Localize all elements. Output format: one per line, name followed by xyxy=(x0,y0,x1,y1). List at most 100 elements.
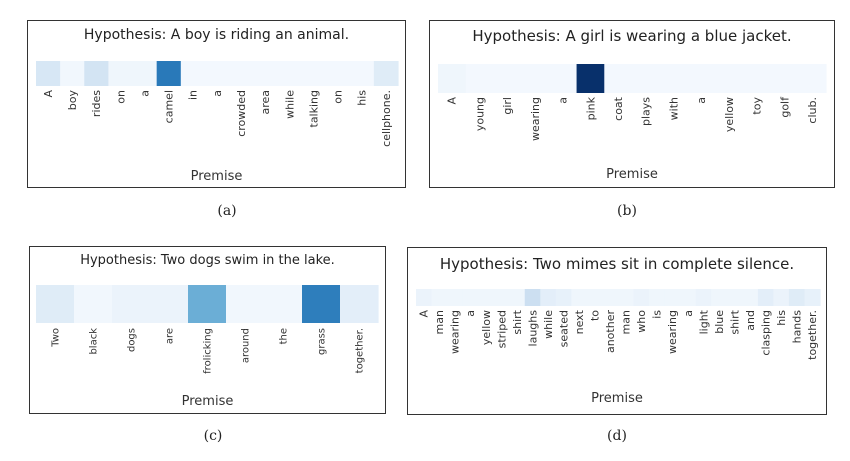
heatmap-cell xyxy=(715,64,744,93)
chart-title: Hypothesis: Two dogs swim in the lake. xyxy=(80,253,335,268)
caption-a: (a) xyxy=(217,203,237,219)
heatmap-cell xyxy=(493,289,510,306)
heatmap-cell xyxy=(773,289,790,306)
heatmap-cell xyxy=(618,289,635,306)
heatmap-cell xyxy=(226,285,265,323)
caption-b: (b) xyxy=(617,203,637,219)
heatmap-cell xyxy=(726,289,743,306)
heatmap-cell xyxy=(132,61,158,86)
heatmap-cell xyxy=(253,61,278,86)
heatmap-cell xyxy=(742,289,759,306)
tick-label: and xyxy=(744,310,757,331)
heatmap-cell xyxy=(204,61,230,86)
tick-label: another xyxy=(604,310,617,353)
chart-title: Hypothesis: A girl is wearing a blue jac… xyxy=(472,27,792,45)
x-axis-label: Premise xyxy=(190,169,243,184)
heatmap-cell xyxy=(349,61,375,86)
heatmap-cell xyxy=(478,289,495,306)
tick-label: laughs xyxy=(526,310,539,347)
tick-label: a xyxy=(464,310,477,317)
tick-label: together. xyxy=(355,328,366,373)
tick-label: plays xyxy=(640,97,653,126)
tick-label: a xyxy=(557,97,570,104)
heatmap-cell xyxy=(540,289,557,306)
tick-label: camel xyxy=(163,90,176,123)
x-axis-label: Premise xyxy=(591,391,643,406)
tick-label: yellow xyxy=(723,97,736,132)
tick-label: crowded xyxy=(235,90,248,137)
tick-label: while xyxy=(542,310,555,339)
tick-label: his xyxy=(775,310,788,326)
heatmap-cell xyxy=(770,64,799,93)
heatmap-cell xyxy=(302,285,341,323)
heatmap-cell xyxy=(632,64,661,93)
tick-label: who xyxy=(635,310,648,333)
tick-label: wearing xyxy=(529,97,542,141)
heatmap-cell xyxy=(548,64,578,93)
tick-label: hands xyxy=(791,310,804,344)
tick-label: yellow xyxy=(480,310,493,345)
heatmap-cell xyxy=(804,289,821,306)
heatmap-cell xyxy=(84,61,109,86)
heatmap-cell xyxy=(633,289,650,306)
heatmap-cell xyxy=(36,285,75,323)
tick-label: frolicking xyxy=(203,328,214,374)
heatmap-cell xyxy=(602,289,619,306)
tick-label: toy xyxy=(751,97,764,115)
heatmap-cell xyxy=(180,61,206,86)
tick-label: area xyxy=(259,90,272,115)
tick-label: girl xyxy=(501,97,514,115)
heatmap-cell xyxy=(431,289,448,306)
tick-label: wearing xyxy=(666,310,679,354)
tick-label: in xyxy=(187,90,200,100)
heatmap-svg: Two black dogs are frolicking around the grass t… xyxy=(36,285,379,374)
tick-label: the xyxy=(279,328,290,344)
tick-label: golf xyxy=(778,96,791,118)
heatmap-cell xyxy=(108,61,134,86)
heatmap-cell xyxy=(659,64,689,93)
tick-label: pink xyxy=(584,96,597,120)
tick-label: his xyxy=(356,90,369,106)
attention-panel-c: Hypothesis: Two dogs swim in the lake. T… xyxy=(29,246,386,414)
heatmap-cell xyxy=(301,61,327,86)
tick-label: while xyxy=(283,90,296,119)
tick-label: cellphone. xyxy=(380,90,393,147)
tick-label: black xyxy=(89,328,100,355)
tick-label: on xyxy=(114,90,127,104)
heatmap-cell xyxy=(576,64,605,93)
x-axis-label: Premise xyxy=(181,394,234,409)
tick-label: talking xyxy=(307,90,320,128)
heatmap-cell xyxy=(462,289,479,306)
tick-label: rides xyxy=(90,90,103,117)
heatmap-cell xyxy=(649,289,666,306)
tick-label: A xyxy=(446,97,459,105)
tick-label: on xyxy=(332,90,345,104)
heatmap-cell xyxy=(340,285,379,323)
heatmap-cell xyxy=(521,64,550,93)
tick-label: wearing xyxy=(449,310,462,354)
tick-label: seated xyxy=(557,310,570,347)
heatmap-cell xyxy=(325,61,351,86)
heatmap-cell xyxy=(438,64,467,93)
tick-label: boy xyxy=(66,90,79,111)
heatmap-cell xyxy=(150,285,189,323)
tick-label: together. xyxy=(806,310,819,360)
heatmap-cell xyxy=(586,289,604,306)
heatmap-cell xyxy=(555,289,572,306)
caption-c: (c) xyxy=(203,428,223,444)
chart-title: Hypothesis: Two mimes sit in complete si… xyxy=(439,255,795,273)
heatmap-cell xyxy=(604,64,633,93)
heatmap-cell xyxy=(798,64,827,93)
heatmap-cell xyxy=(74,285,113,323)
heatmap-cell xyxy=(680,289,697,306)
heatmap-cell xyxy=(711,289,728,306)
attention-panel-d: Hypothesis: Two mimes sit in complete si… xyxy=(407,247,827,415)
attention-panel-a: Hypothesis: A boy is riding an animal. A… xyxy=(27,20,406,188)
heatmap-cell xyxy=(188,285,227,323)
heatmap-cell xyxy=(36,61,61,86)
heatmap-cell xyxy=(112,285,151,323)
tick-label: man xyxy=(433,310,446,334)
heatmap-cell xyxy=(687,64,716,93)
